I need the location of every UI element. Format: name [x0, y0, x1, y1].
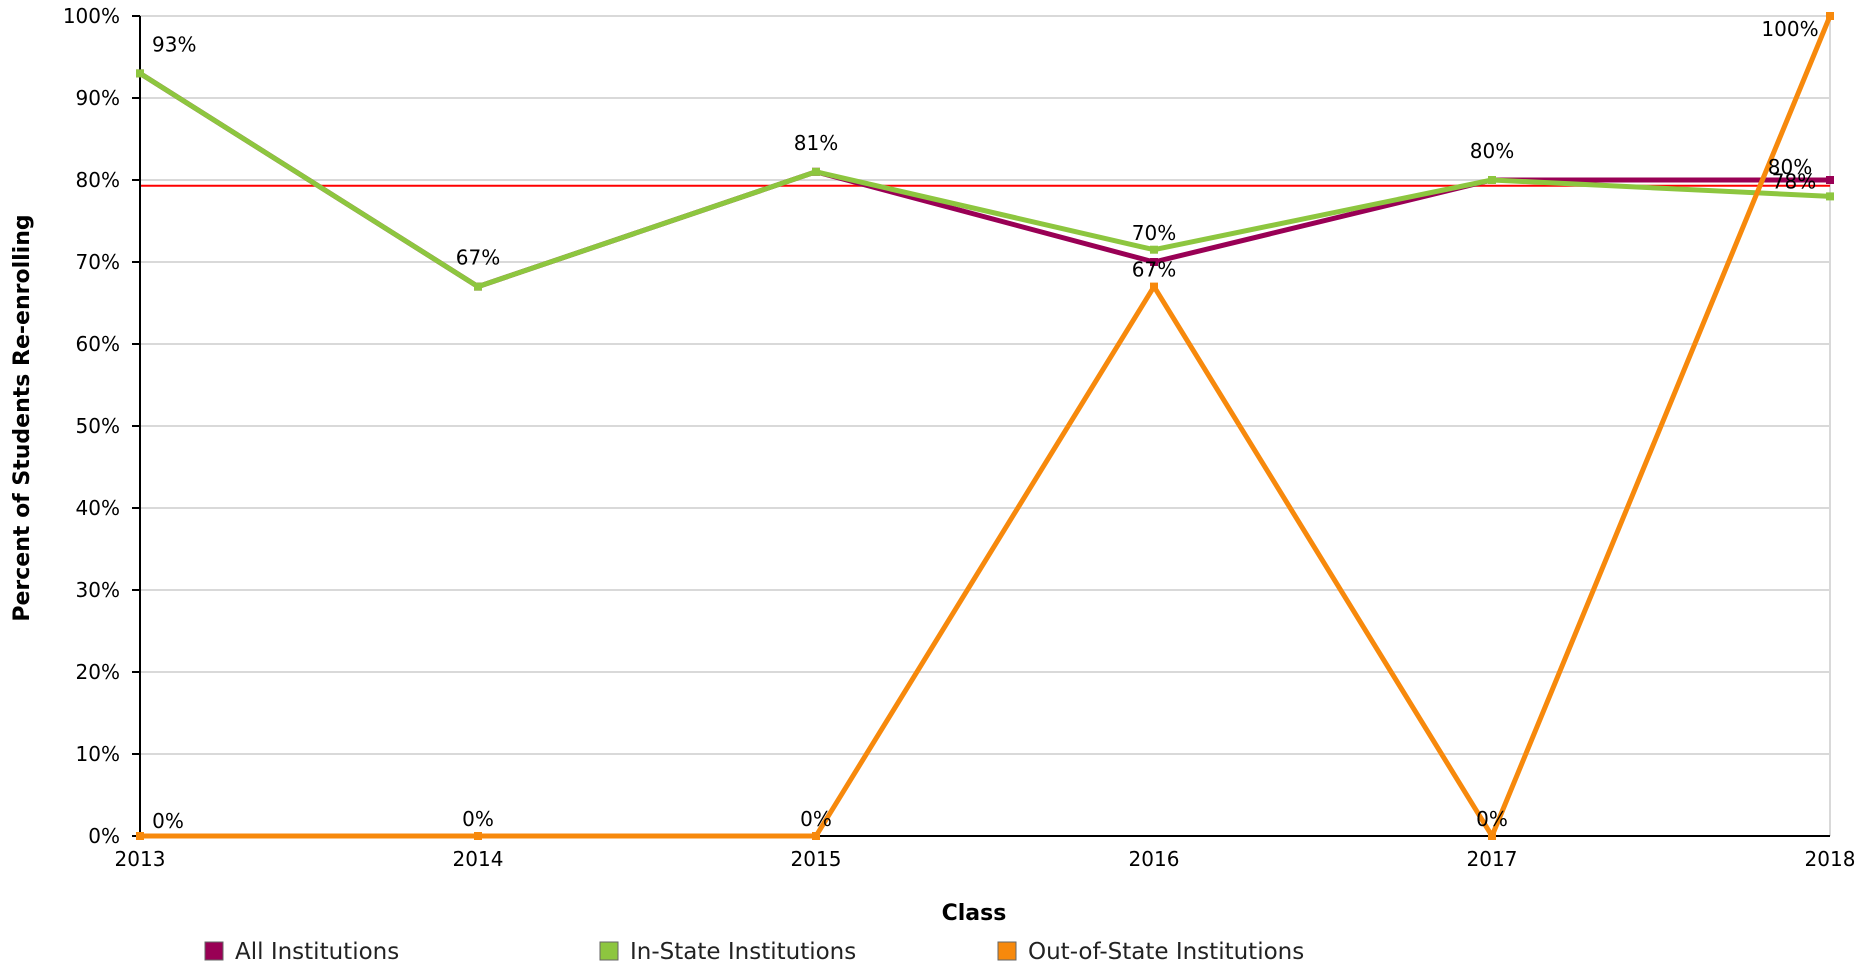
y-tick-label: 90%: [76, 86, 120, 110]
y-tick-label: 50%: [76, 414, 120, 438]
data-point: [812, 167, 820, 176]
data-label: 80%: [1768, 155, 1812, 179]
data-label: 0%: [462, 807, 494, 831]
y-tick-label: 100%: [63, 4, 120, 28]
data-label: 0%: [1476, 807, 1508, 831]
data-label: 80%: [1470, 139, 1514, 163]
y-tick-label: 20%: [76, 660, 120, 684]
data-point: [1488, 832, 1496, 840]
axes: 0% 10% 20% 30% 40% 50% 60% 70% 80% 90% 100% 2013 201…: [63, 4, 1856, 871]
data-point: [1150, 282, 1158, 291]
x-tick-label: 2013: [115, 847, 166, 871]
y-tick-label: 60%: [76, 332, 120, 356]
y-tick-label: 40%: [76, 496, 120, 520]
data-label: 78%: [1772, 169, 1816, 193]
data-label: 67%: [456, 246, 500, 270]
x-tick-label: 2016: [1129, 847, 1180, 871]
data-point: [1826, 192, 1834, 201]
legend-label: All Institutions: [235, 939, 399, 965]
x-axis-title: Class: [942, 901, 1007, 926]
data-point: [1826, 12, 1834, 20]
legend-swatch: [997, 941, 1017, 961]
data-label: 0%: [152, 809, 184, 833]
x-tick-label: 2015: [791, 847, 842, 871]
data-point: [812, 832, 820, 840]
legend-label: Out-of-State Institutions: [1028, 939, 1304, 965]
y-tick-label: 70%: [76, 250, 120, 274]
data-label: 70%: [1132, 221, 1176, 245]
data-label: 81%: [794, 131, 838, 155]
series-lines: [136, 12, 1834, 840]
legend-swatch: [204, 941, 224, 961]
y-tick-label: 80%: [76, 168, 120, 192]
data-labels: 93%67%81%70%80%80%78%0% 0% 0%67%0%100%: [152, 17, 1819, 833]
series-line-3: [140, 15, 1833, 839]
data-point: [474, 282, 482, 291]
data-point: [1150, 245, 1158, 254]
gridlines: [140, 15, 1831, 836]
data-point: [1150, 258, 1158, 266]
data-point: [136, 832, 144, 840]
y-tick-label: 10%: [76, 742, 120, 766]
data-label: 0%: [800, 807, 832, 831]
series-line-2: [138, 71, 1831, 290]
legend: All Institutions In-State Institutions Out…: [204, 939, 1304, 965]
y-axis-title: Percent of Students Re-enrolling: [10, 214, 35, 621]
data-point: [1488, 176, 1496, 184]
legend-label: In-State Institutions: [630, 939, 856, 965]
legend-swatch: [599, 941, 619, 961]
y-tick-label: 30%: [76, 578, 120, 602]
y-tick-label: 0%: [88, 824, 120, 848]
data-label: 100%: [1761, 17, 1818, 41]
data-point: [1826, 176, 1834, 184]
x-tick-label: 2014: [453, 847, 504, 871]
data-point: [136, 69, 144, 78]
data-point: [474, 832, 482, 840]
x-tick-label: 2017: [1467, 847, 1518, 871]
data-label: 93%: [152, 32, 196, 56]
data-label: 67%: [1132, 258, 1176, 282]
x-tick-label: 2018: [1805, 847, 1856, 871]
